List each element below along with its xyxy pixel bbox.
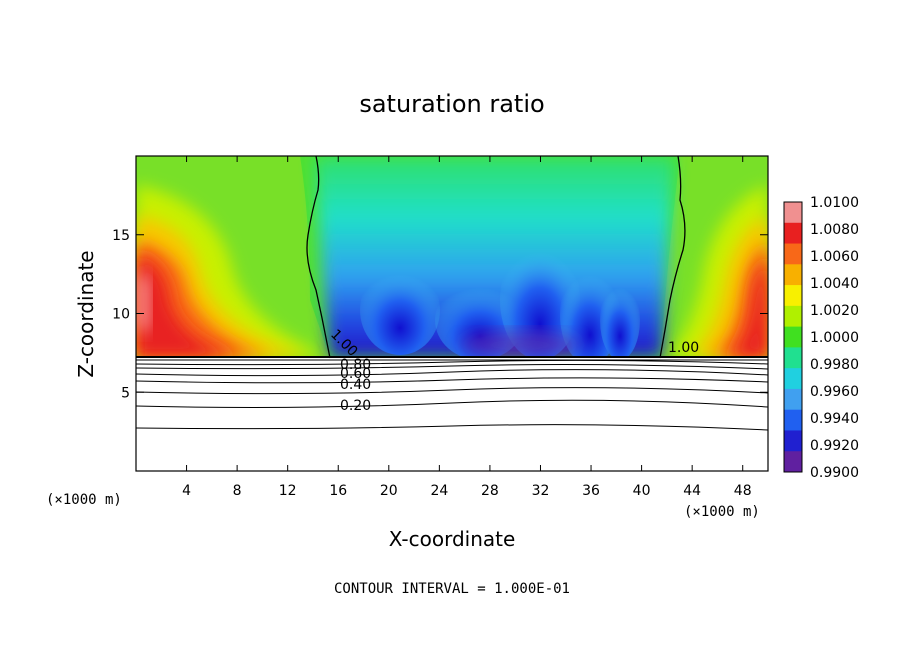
x-tick-label: 4 <box>182 483 191 499</box>
colorbar-tick-label: 1.0000 <box>810 330 859 346</box>
contour-1-right <box>659 155 686 359</box>
x-tick-label: 12 <box>279 483 297 499</box>
x-unit-left: (×1000 m) <box>46 492 122 508</box>
colorbar: 1.0100 1.0080 1.0060 1.0040 1.0020 1.0000 0.99… <box>783 195 859 481</box>
x-tick-label: 36 <box>582 483 600 499</box>
x-tick-label: 44 <box>683 483 701 499</box>
contour-1-left <box>306 155 331 359</box>
colorbar-frame <box>783 201 803 473</box>
contour-label: 0.60 <box>340 366 371 382</box>
colorbar-tick-label: 1.0100 <box>810 195 859 211</box>
colorbar-swatch <box>784 451 802 473</box>
y-tick-label: 10 <box>112 307 130 323</box>
colorbar-swatch <box>784 243 802 265</box>
colorbar-tick-label: 0.9920 <box>810 438 859 454</box>
x-axis: 4 8 12 16 20 24 28 32 36 40 44 48 <box>182 156 752 499</box>
x-tick-label: 24 <box>430 483 448 499</box>
colorbar-swatch <box>784 222 802 245</box>
y-tick-label: 5 <box>121 385 130 401</box>
x-unit-right: (×1000 m) <box>684 504 760 520</box>
colorbar-tick-label: 1.0040 <box>810 276 859 292</box>
y-axis: 5 10 15 <box>112 228 768 401</box>
x-tick-label: 16 <box>329 483 347 499</box>
colorbar-swatch <box>784 264 802 286</box>
colorbar-swatch <box>784 326 802 348</box>
colorbar-tick-label: 0.9960 <box>810 384 859 400</box>
contour-label: 1.00 <box>668 340 699 356</box>
colorbar-swatch <box>784 305 802 328</box>
colorbar-tick-label: 0.9900 <box>810 465 859 481</box>
colorbar-tick-label: 1.0080 <box>810 222 859 238</box>
x-tick-label: 48 <box>734 483 752 499</box>
colorbar-swatch <box>784 388 802 411</box>
ground-contours <box>135 356 769 431</box>
colorbar-tick-label: 1.0060 <box>810 249 859 265</box>
contour-label: 0.20 <box>340 398 371 414</box>
colorbar-swatch <box>784 368 802 390</box>
colorbar-swatch <box>784 285 802 307</box>
x-tick-label: 40 <box>633 483 651 499</box>
colorbar-tick-label: 0.9940 <box>810 411 859 427</box>
contour-label: 0.80 <box>340 357 371 373</box>
x-axis-label: X-coordinate <box>389 527 516 551</box>
y-tick-label: 15 <box>112 228 130 244</box>
x-tick-label: 28 <box>481 483 499 499</box>
colorbar-swatch <box>784 347 802 369</box>
colorbar-tick-label: 0.9980 <box>810 357 859 373</box>
colorbar-tick-label: 1.0020 <box>810 303 859 319</box>
chart-title: saturation ratio <box>359 90 544 118</box>
colorbar-swatch <box>784 202 802 224</box>
contour-interval-note: CONTOUR INTERVAL = 1.000E-01 <box>334 581 570 597</box>
contour-label: 0.40 <box>340 377 371 393</box>
saturation-field <box>136 156 768 471</box>
x-tick-label: 32 <box>532 483 550 499</box>
colorbar-swatch <box>784 430 802 452</box>
x-tick-label: 20 <box>380 483 398 499</box>
y-axis-label: Z-coordinate <box>74 250 98 377</box>
x-tick-label: 8 <box>233 483 242 499</box>
colorbar-swatch <box>784 409 802 431</box>
